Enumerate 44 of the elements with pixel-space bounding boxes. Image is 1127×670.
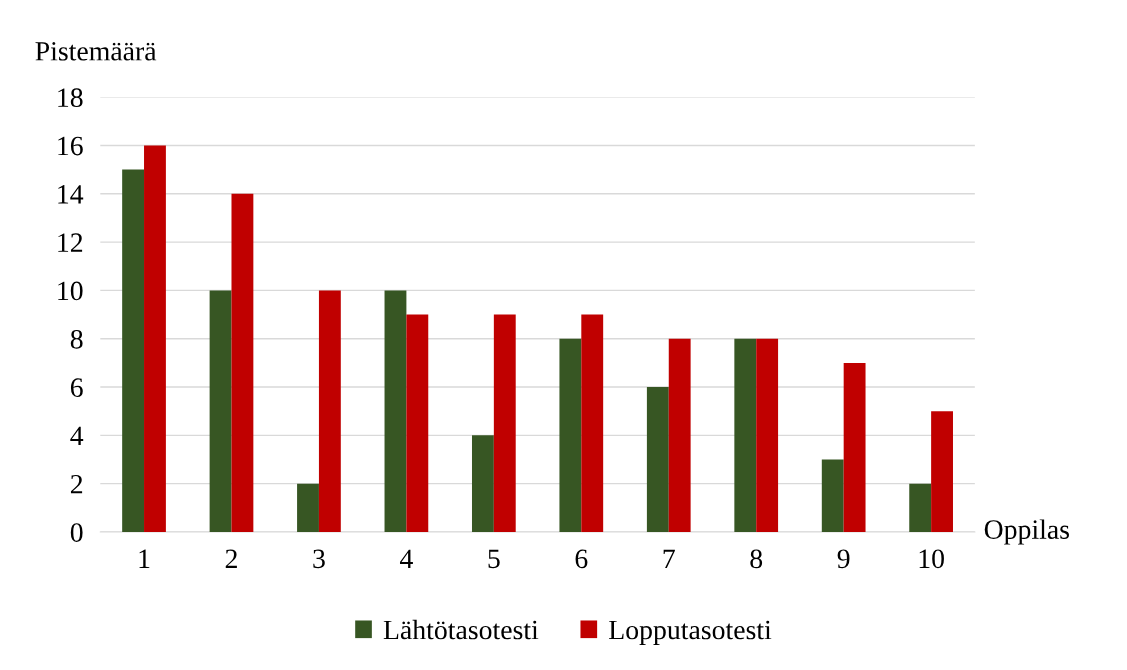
bar	[646, 387, 669, 532]
bar	[231, 193, 254, 532]
x-tick-label: 2	[225, 549, 237, 568]
y-tick-label: 0	[70, 523, 83, 542]
y-tick-label: 18	[58, 88, 83, 108]
bar	[843, 362, 866, 532]
y-tick-label: 14	[58, 185, 84, 204]
x-tick-label: 3	[313, 549, 325, 569]
bar	[122, 169, 145, 532]
legend-label: Lähtötasotesti	[383, 619, 539, 640]
bar	[931, 411, 953, 532]
x-tick-label: 10	[919, 549, 944, 569]
bar	[318, 290, 341, 532]
bar	[209, 290, 232, 532]
x-tick-label: 4	[399, 549, 413, 568]
bar	[581, 314, 604, 532]
y-tick-label: 4	[70, 426, 84, 445]
bar	[821, 459, 844, 532]
bar	[471, 435, 494, 532]
y-axis-title: Pistemäärä	[35, 41, 157, 61]
x-tick-label: 7	[663, 549, 675, 568]
x-tick-label: 5	[488, 549, 500, 569]
bar	[668, 338, 691, 532]
y-tick-label: 12	[58, 233, 83, 252]
x-tick-label: 9	[837, 549, 850, 569]
x-axis-title: Oppilas	[984, 519, 1070, 545]
bar	[734, 338, 757, 532]
bar	[559, 338, 582, 532]
bar	[384, 290, 407, 532]
x-tick-label: 8	[750, 549, 763, 569]
y-tick-label: 2	[70, 474, 83, 494]
y-tick-label: 8	[70, 329, 83, 349]
bar	[144, 145, 166, 532]
legend-label: Lopputasotesti	[609, 620, 772, 645]
bar	[406, 314, 429, 532]
bar	[909, 483, 932, 532]
bar	[756, 338, 779, 532]
y-tick-label: 10	[58, 281, 83, 301]
bar	[493, 314, 516, 532]
y-tick-label: 16	[58, 136, 83, 156]
x-tick-label: 6	[575, 549, 588, 569]
x-tick-label: 1	[139, 549, 150, 568]
y-tick-label: 6	[70, 378, 83, 397]
bar	[297, 483, 319, 532]
